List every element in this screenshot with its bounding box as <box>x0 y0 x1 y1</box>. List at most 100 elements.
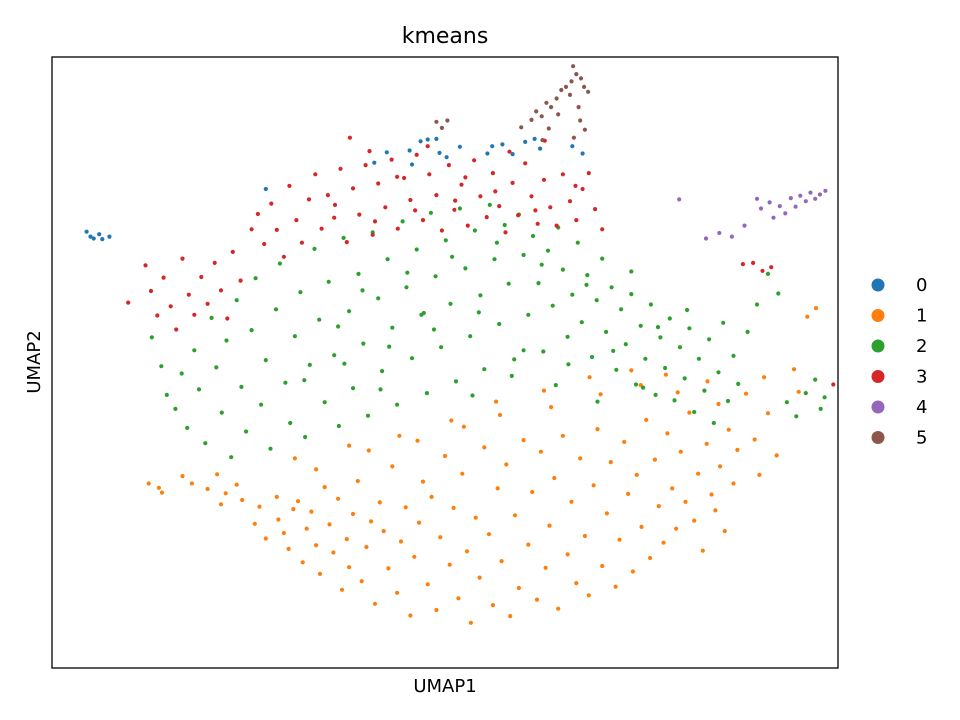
point-cluster-1 <box>304 526 309 531</box>
point-cluster-3 <box>490 171 495 176</box>
point-cluster-1 <box>813 306 819 311</box>
point-cluster-1 <box>408 613 413 618</box>
point-cluster-1 <box>648 555 653 561</box>
y-axis-label: UMAP2 <box>24 330 45 393</box>
point-cluster-0 <box>437 150 442 155</box>
point-cluster-3 <box>225 316 230 321</box>
point-cluster-1 <box>451 505 456 510</box>
point-cluster-3 <box>472 158 477 163</box>
point-cluster-1 <box>613 584 618 589</box>
point-cluster-3 <box>453 198 458 203</box>
point-cluster-1 <box>223 491 228 496</box>
legend-label-5: 5 <box>916 428 927 449</box>
point-cluster-1 <box>516 585 522 591</box>
point-cluster-3 <box>439 228 444 233</box>
point-cluster-5 <box>571 135 577 140</box>
point-cluster-2 <box>497 321 502 327</box>
point-cluster-1 <box>565 552 570 557</box>
point-cluster-1 <box>692 518 697 523</box>
point-cluster-1 <box>395 590 400 595</box>
point-cluster-3 <box>148 288 154 294</box>
point-cluster-3 <box>370 232 375 237</box>
point-cluster-2 <box>414 247 419 252</box>
point-cluster-5 <box>556 112 561 117</box>
plot-frame <box>51 56 839 669</box>
point-cluster-5 <box>578 118 583 123</box>
point-cluster-1 <box>473 515 478 520</box>
point-cluster-2 <box>380 369 385 374</box>
point-cluster-2 <box>395 402 400 407</box>
point-cluster-1 <box>442 453 448 459</box>
point-cluster-2 <box>550 303 555 308</box>
point-cluster-3 <box>186 292 191 297</box>
point-cluster-2 <box>404 285 409 290</box>
point-cluster-1 <box>215 472 220 477</box>
point-cluster-0 <box>457 144 462 149</box>
point-cluster-2 <box>711 420 716 426</box>
point-cluster-1 <box>508 614 513 619</box>
point-cluster-1 <box>456 596 461 601</box>
point-cluster-3 <box>376 181 381 186</box>
point-cluster-2 <box>336 423 341 429</box>
point-cluster-1 <box>661 540 666 545</box>
point-cluster-2 <box>502 222 507 228</box>
legend-label-2: 2 <box>916 336 927 357</box>
point-cluster-3 <box>363 163 368 168</box>
point-cluster-2 <box>453 379 459 384</box>
point-cluster-3 <box>463 175 468 180</box>
point-cluster-1 <box>765 411 771 416</box>
point-cluster-2 <box>273 307 279 312</box>
point-cluster-2 <box>716 370 721 375</box>
legend-label-3: 3 <box>916 367 927 388</box>
point-cluster-2 <box>439 345 444 350</box>
point-cluster-2 <box>594 298 599 303</box>
point-cluster-2 <box>298 290 303 295</box>
point-cluster-2 <box>159 364 164 369</box>
point-cluster-3 <box>269 201 274 206</box>
point-cluster-3 <box>507 149 512 154</box>
point-cluster-2 <box>476 310 481 315</box>
point-cluster-2 <box>696 356 702 361</box>
point-cluster-1 <box>541 388 547 393</box>
point-cluster-2 <box>192 348 197 353</box>
point-cluster-5 <box>576 105 581 110</box>
point-cluster-1 <box>180 474 185 479</box>
point-cluster-1 <box>705 379 710 384</box>
point-cluster-2 <box>387 344 392 349</box>
point-cluster-2 <box>472 228 477 233</box>
point-cluster-3 <box>299 240 304 245</box>
point-cluster-1 <box>547 523 552 528</box>
point-cluster-2 <box>443 238 448 243</box>
point-cluster-3 <box>338 166 343 171</box>
point-cluster-1 <box>403 505 408 510</box>
point-cluster-2 <box>263 358 268 363</box>
point-cluster-1 <box>630 569 636 574</box>
point-cluster-2 <box>579 320 584 325</box>
point-cluster-2 <box>702 388 707 393</box>
point-cluster-2 <box>667 316 672 321</box>
point-cluster-1 <box>774 453 779 458</box>
point-cluster-1 <box>582 533 588 539</box>
point-cluster-1 <box>574 581 579 586</box>
point-cluster-2 <box>589 354 595 360</box>
point-cluster-2 <box>653 392 658 397</box>
point-cluster-0 <box>84 229 89 234</box>
point-cluster-1 <box>494 399 499 404</box>
point-cluster-3 <box>503 230 508 235</box>
point-cluster-3 <box>560 172 566 177</box>
point-cluster-2 <box>566 362 571 367</box>
point-cluster-1 <box>291 507 296 512</box>
point-cluster-1 <box>159 490 165 495</box>
point-cluster-0 <box>372 160 377 165</box>
point-cluster-4 <box>813 196 818 201</box>
point-cluster-2 <box>400 219 405 224</box>
point-cluster-2 <box>731 353 736 358</box>
point-cluster-2 <box>332 353 337 358</box>
point-cluster-0 <box>100 237 105 242</box>
point-cluster-1 <box>598 392 603 397</box>
point-cluster-1 <box>234 482 239 487</box>
point-cluster-0 <box>510 152 515 157</box>
point-cluster-1 <box>257 504 262 509</box>
point-cluster-2 <box>224 338 229 343</box>
point-cluster-1 <box>709 492 714 497</box>
